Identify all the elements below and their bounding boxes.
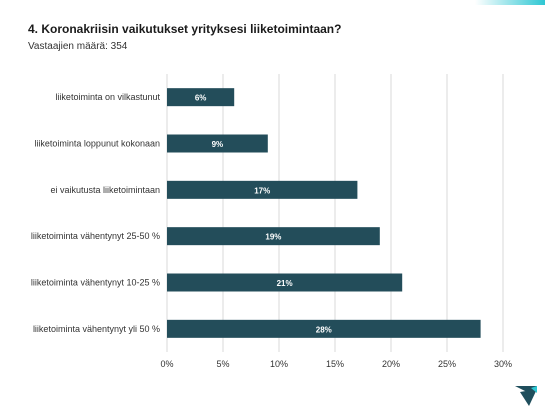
bar-value-label: 9%	[212, 140, 224, 149]
category-label: liiketoiminta vähentynyt 25-50 %	[31, 231, 160, 241]
category-label: ei vaikutusta liiketoimintaan	[50, 185, 160, 195]
x-tick-label: 0%	[160, 359, 173, 369]
respondent-count: Vastaajien määrä: 354	[28, 41, 128, 52]
bar	[167, 180, 358, 199]
x-tick-label: 20%	[382, 359, 400, 369]
category-label: liiketoiminta vähentynyt yli 50 %	[33, 324, 160, 334]
bar	[167, 273, 403, 292]
bar	[167, 319, 481, 338]
top-accent-stripe	[475, 0, 545, 5]
x-tick-label: 15%	[326, 359, 344, 369]
bar	[167, 134, 268, 153]
category-label: liiketoiminta on vilkastunut	[55, 92, 160, 102]
brand-logo-icon	[515, 386, 537, 406]
bar-value-label: 19%	[265, 233, 281, 242]
x-tick-label: 25%	[438, 359, 456, 369]
bar-value-label: 21%	[277, 279, 293, 288]
bar-value-label: 6%	[195, 94, 207, 103]
bar	[167, 88, 235, 107]
chart-title: 4. Koronakriisin vaikutukset yrityksesi …	[28, 22, 342, 36]
x-tick-label: 30%	[494, 359, 512, 369]
bar	[167, 227, 380, 246]
category-label: liiketoiminta loppunut kokonaan	[34, 139, 160, 149]
bar-value-label: 17%	[254, 186, 270, 195]
category-label: liiketoiminta vähentynyt 10-25 %	[31, 278, 160, 288]
x-tick-label: 10%	[270, 359, 288, 369]
x-tick-label: 5%	[216, 359, 229, 369]
bar-value-label: 28%	[316, 325, 332, 334]
